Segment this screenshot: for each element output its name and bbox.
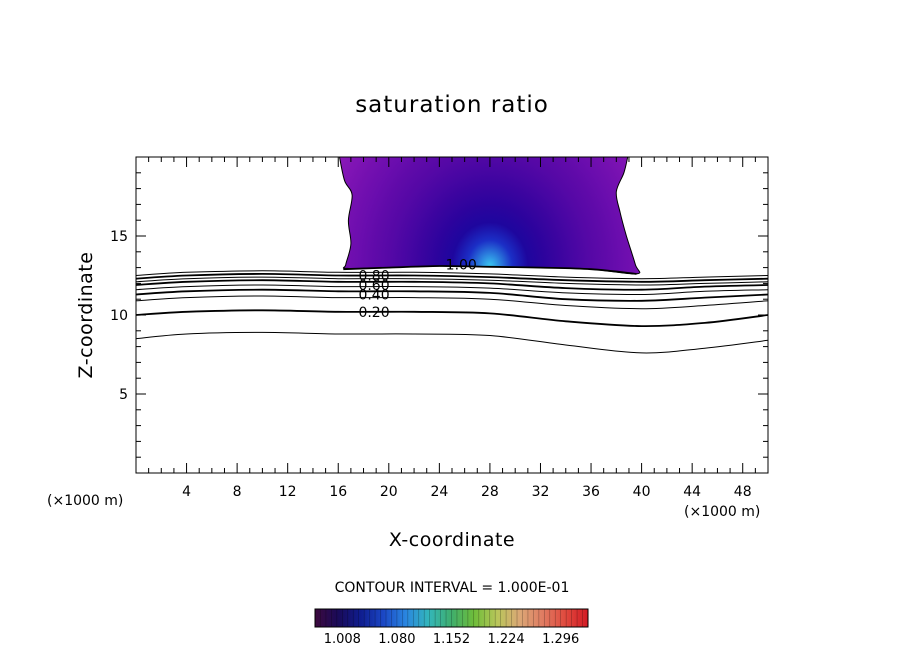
colorbar	[314, 608, 589, 628]
contour-label: 0.60	[358, 278, 389, 294]
colorbar-tick-label: 1.224	[487, 632, 524, 647]
colorbar-stripes	[320, 609, 583, 627]
contour-line	[136, 272, 768, 283]
saturation-filled-region	[338, 157, 641, 275]
x-unit-label-left: (×1000 m)	[47, 493, 123, 509]
y-axis-ticks: 5 10 15	[110, 172, 768, 458]
x-tick-label: 4	[182, 484, 191, 500]
contour-line	[136, 279, 768, 291]
contour-line	[343, 265, 637, 275]
x-tick-label: 16	[329, 484, 347, 500]
y-tick-label: 10	[110, 308, 128, 324]
contour-line	[136, 270, 768, 280]
contour-label: 0.40	[358, 287, 389, 303]
contour-label: 0.20	[358, 305, 389, 321]
contour-line	[136, 284, 768, 296]
x-tick-label: 28	[481, 484, 499, 500]
x-unit-label-right: (×1000 m)	[684, 504, 760, 520]
contour-line	[136, 295, 768, 310]
colorbar-ticks: 1.008 1.080 1.152 1.224 1.296	[324, 632, 580, 647]
x-tick-label: 20	[380, 484, 398, 500]
colorbar-tick-label: 1.008	[324, 632, 361, 647]
x-tick-label: 24	[430, 484, 448, 500]
x-tick-label: 36	[582, 484, 600, 500]
x-tick-label: 48	[734, 484, 752, 500]
contour-lines	[136, 265, 768, 354]
contour-labels: 0.20 0.400.600.80 1.00	[358, 257, 476, 320]
x-tick-label: 12	[279, 484, 297, 500]
x-axis-label: X-coordinate	[389, 529, 515, 551]
contour-interval-label: CONTOUR INTERVAL = 1.000E-01	[335, 580, 570, 596]
y-axis-label: Z-coordinate	[75, 252, 97, 379]
colorbar-tick-label: 1.152	[433, 632, 470, 647]
chart-title: saturation ratio	[355, 92, 549, 118]
x-tick-label: 8	[233, 484, 242, 500]
contour-line	[136, 288, 768, 302]
contour-label: 0.80	[358, 269, 389, 285]
x-axis-ticks: 4 8 12 16 20 24 28 32 36 40 44 48	[148, 157, 756, 500]
contour-line	[136, 276, 768, 286]
colorbar-tick-label: 1.296	[542, 632, 579, 647]
x-tick-label: 32	[532, 484, 550, 500]
y-tick-label: 15	[110, 229, 128, 245]
x-tick-label: 40	[633, 484, 651, 500]
contour-label: 1.00	[446, 257, 477, 273]
colorbar-tick-label: 1.080	[378, 632, 415, 647]
contour-line	[136, 331, 768, 354]
y-tick-label: 5	[119, 387, 128, 403]
contour-line	[136, 309, 768, 328]
x-tick-label: 44	[683, 484, 701, 500]
